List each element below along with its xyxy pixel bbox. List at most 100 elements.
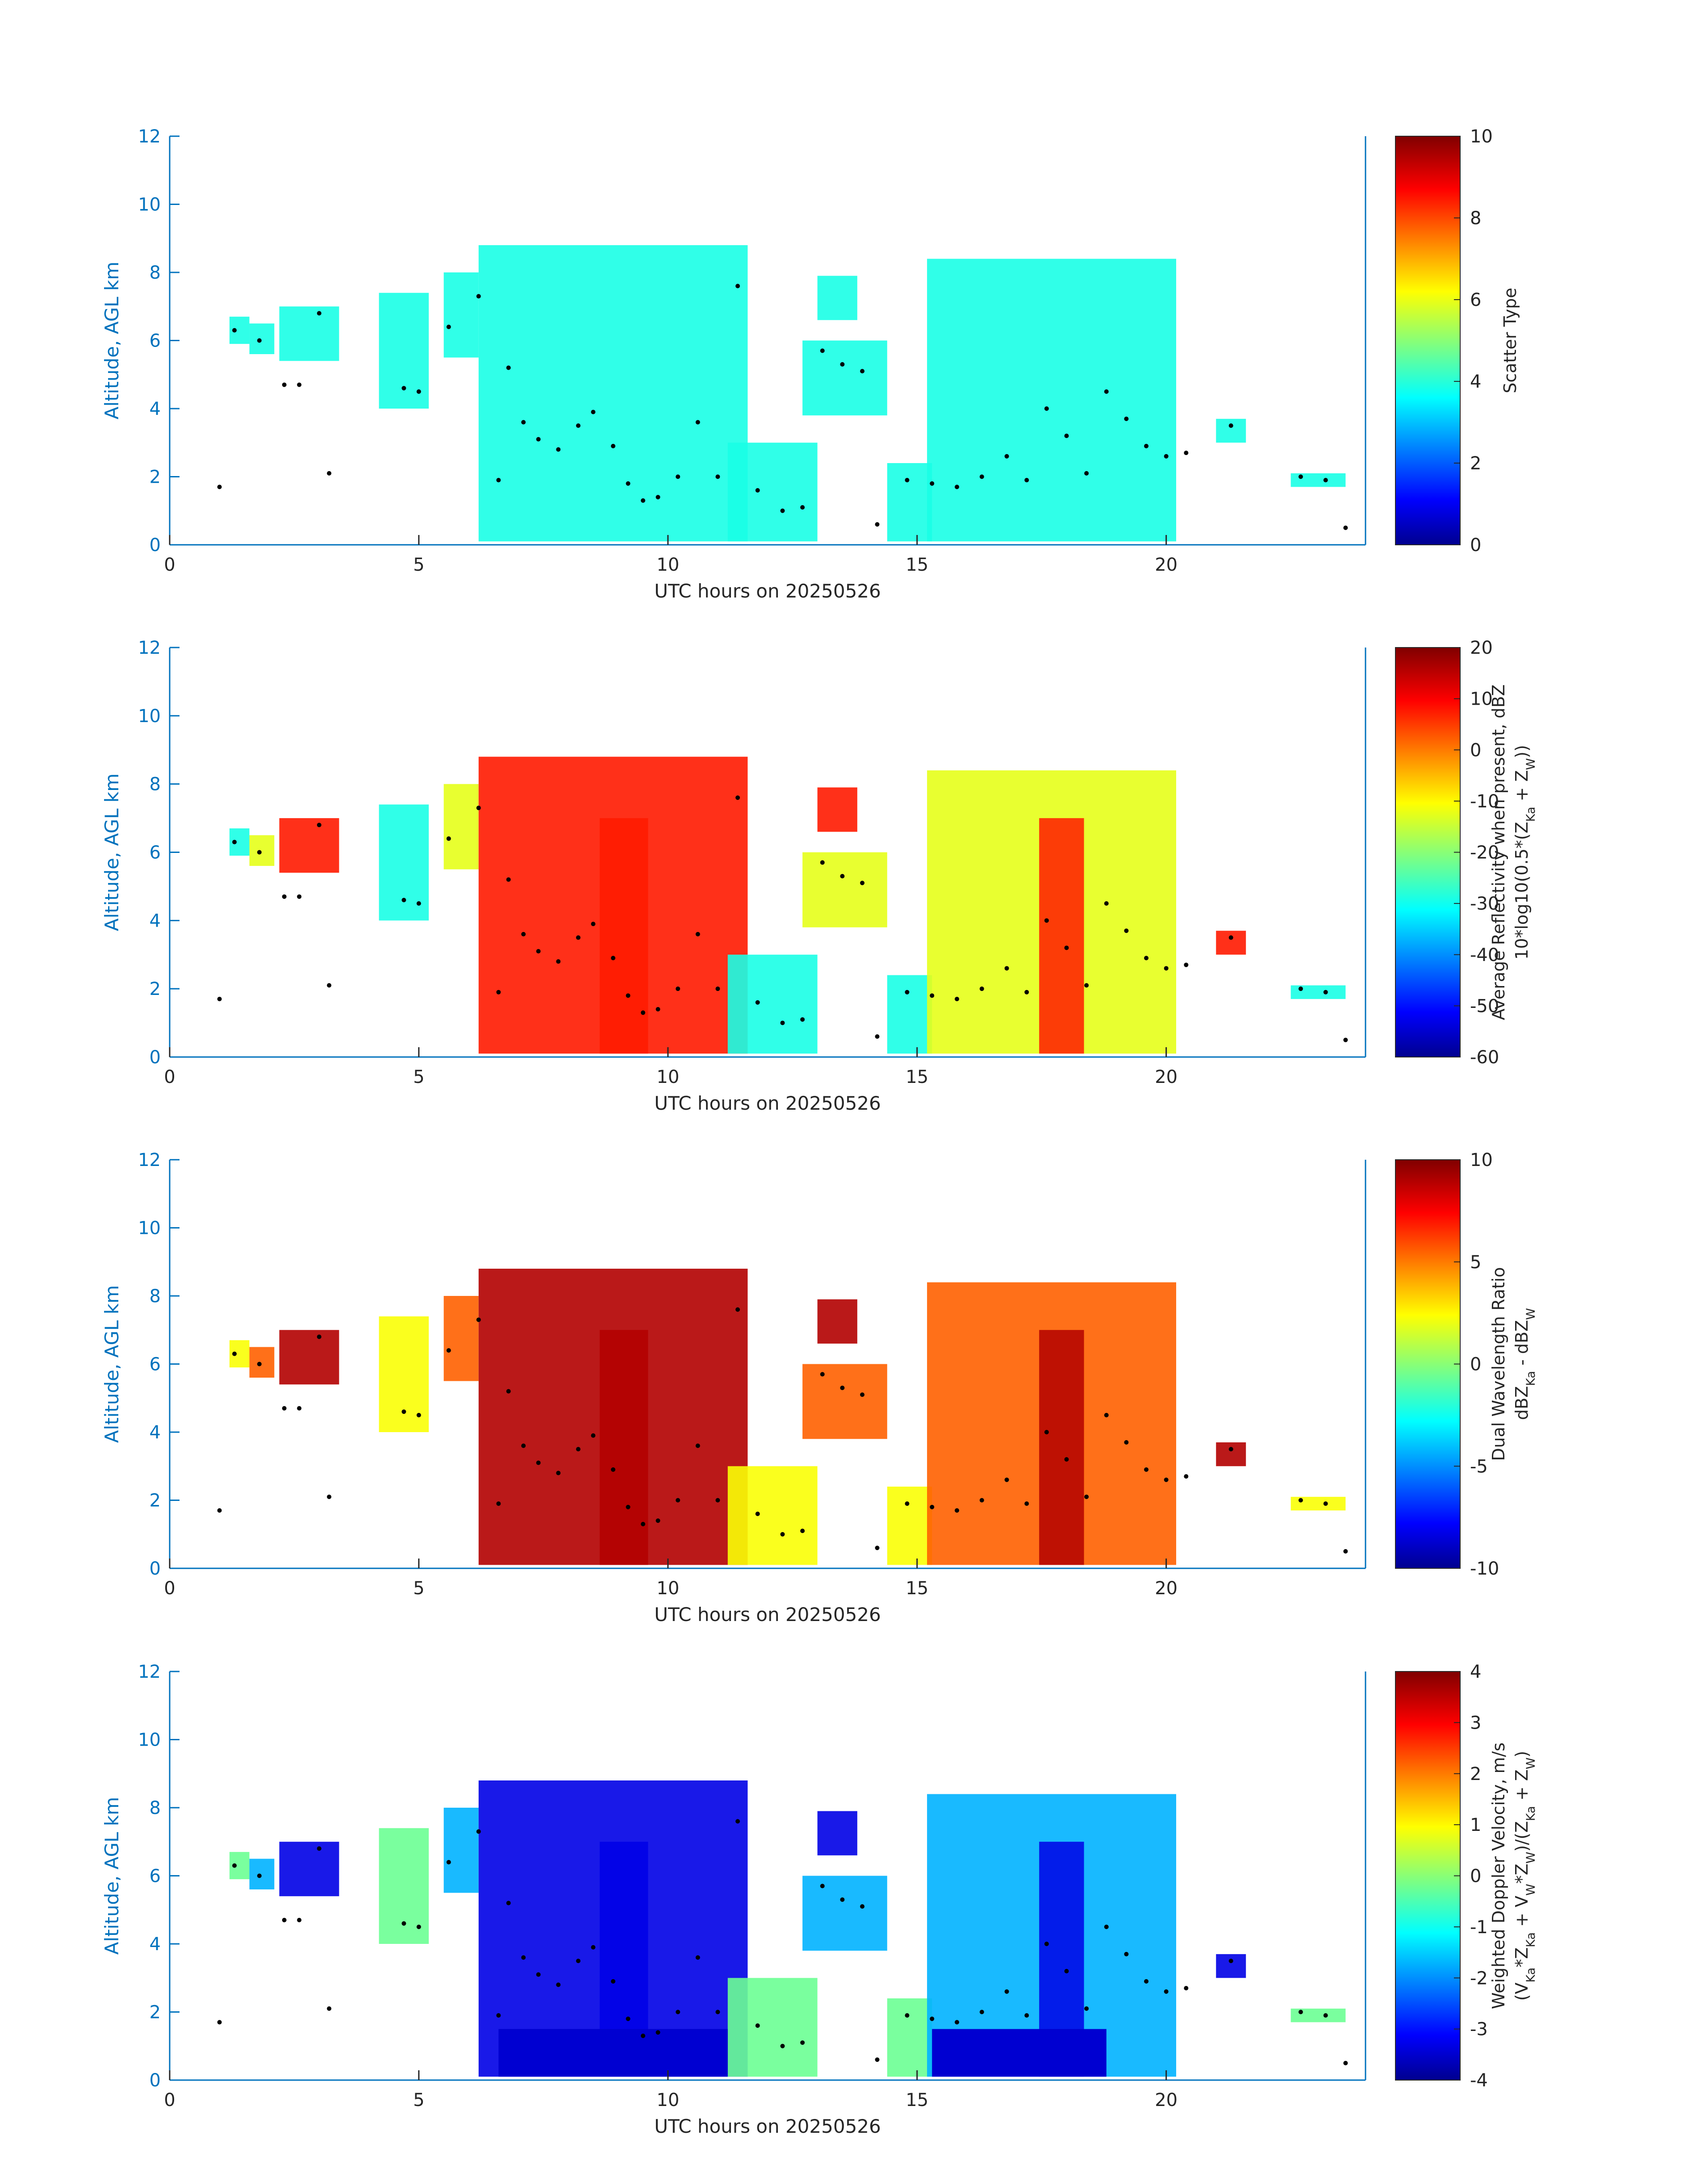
cloud-boundary-point (780, 1532, 785, 1537)
cloud-region (279, 1842, 339, 1897)
colorbar-tick-label: 0 (1470, 1866, 1481, 1887)
cloud-region (443, 1296, 479, 1381)
colorbar-tick-label: 10 (1470, 689, 1493, 710)
label-fragment: )/(Z (1512, 1821, 1532, 1852)
cloud-boundary-point (257, 1362, 262, 1366)
cloud-boundary-point (1004, 1477, 1009, 1482)
cloud-boundary-point (641, 2033, 646, 2038)
label-fragment: Average Reflectivity when present, dBZ (1489, 685, 1508, 1020)
cloud-boundary-point (1124, 416, 1129, 421)
cloud-boundary-point (576, 1447, 580, 1452)
y-tick-label: 6 (150, 331, 161, 351)
cloud-boundary-point (401, 1921, 406, 1926)
cloud-boundary-point (556, 1982, 561, 1987)
cloud-boundary-point (860, 881, 865, 886)
y-tick-label: 0 (150, 535, 161, 556)
cloud-boundary-point (282, 1918, 287, 1922)
colorbar (1395, 1671, 1461, 2081)
cloud-boundary-point (611, 443, 616, 448)
x-tick-label: 0 (164, 555, 175, 575)
cloud-boundary-point (1228, 935, 1233, 940)
cloud-boundary-point (1064, 1969, 1069, 1973)
label-fragment: Ka (1524, 1932, 1538, 1947)
y-tick-label: 12 (138, 1150, 161, 1170)
cloud-region (887, 1487, 932, 1565)
y-tick-label: 2 (150, 467, 161, 488)
cloud-boundary-point (930, 993, 935, 998)
cloud-region (817, 1299, 857, 1344)
cloud-boundary-point (626, 993, 631, 998)
cloud-boundary-point (576, 423, 580, 428)
cloud-boundary-point (1104, 1412, 1109, 1417)
cloud-boundary-point (217, 997, 222, 1002)
cloud-boundary-point (1084, 471, 1089, 476)
cloud-boundary-point (695, 1443, 700, 1448)
cloud-region (727, 954, 818, 1054)
cloud-boundary-point (979, 986, 984, 991)
cloud-boundary-point (1184, 1474, 1189, 1479)
cloud-region (727, 1466, 818, 1565)
cloud-boundary-point (232, 328, 237, 333)
cloud-core (1039, 1330, 1084, 1565)
cloud-boundary-point (1064, 1457, 1069, 1462)
cloud-boundary-point (1044, 406, 1049, 411)
y-axis-title: Altitude, AGL km (101, 262, 123, 419)
colorbar-tick-label: 4 (1470, 1662, 1481, 1682)
cloud-boundary-point (695, 420, 700, 425)
panel-2: 0 2 4 6 8 10 12 0 5 10 15 20 UTC hours on 20250526 Al… (101, 638, 1538, 1114)
cloud-boundary-point (297, 1918, 302, 1922)
cloud-region (379, 1316, 429, 1432)
cloud-boundary-point (840, 1385, 845, 1390)
cloud-boundary-point (1164, 1989, 1169, 1994)
cloud-boundary-point (1184, 1986, 1189, 1991)
cloud-boundary-point (536, 1972, 541, 1977)
cloud-region (817, 787, 857, 832)
label-fragment: (V (1512, 1983, 1532, 2001)
cloud-boundary-point (1024, 1501, 1029, 1506)
cloud-boundary-point (232, 840, 237, 844)
cloud-boundary-point (676, 474, 681, 479)
colorbar-title-line: Weighted Doppler Velocity, m/s (1489, 1742, 1508, 2009)
label-fragment: *Z (1512, 1864, 1532, 1884)
cloud-region (379, 1828, 429, 1944)
cloud-boundary-point (1004, 454, 1009, 459)
cloud-region (1216, 1954, 1246, 1978)
cloud-boundary-point (521, 420, 526, 425)
colorbar-title-line: (VKa*ZKa + VW*ZW)/(ZKa + ZW) (1512, 1751, 1538, 2001)
y-tick-label: 10 (138, 1730, 161, 1751)
cloud-boundary-point (1084, 983, 1089, 988)
cloud-boundary-point (1024, 2013, 1029, 2018)
cloud-boundary-point (860, 369, 865, 374)
label-fragment: *Z (1512, 1947, 1532, 1968)
cloud-boundary-point (656, 1007, 660, 1012)
cloud-boundary-point (656, 1518, 660, 1523)
cloud-boundary-point (1004, 966, 1009, 971)
colorbar-title-line: Scatter Type (1500, 288, 1520, 393)
cloud-region (249, 1347, 275, 1378)
cloud-region (802, 1876, 887, 1951)
cloud-boundary-point (1164, 966, 1169, 971)
y-axis-title: Altitude, AGL km (101, 1285, 123, 1443)
cloud-boundary-point (656, 2030, 660, 2035)
colorbar-tick-label: -1 (1470, 1917, 1488, 1938)
y-tick-label: 12 (138, 1662, 161, 1682)
colorbar-tick-label: 10 (1470, 126, 1493, 147)
cloud-boundary-point (1084, 1494, 1089, 1499)
cloud-boundary-point (506, 1389, 511, 1394)
x-axis-title: UTC hours on 20250526 (654, 580, 881, 602)
cloud-boundary-point (1144, 1979, 1149, 1984)
cloud-boundary-point (1144, 1467, 1149, 1472)
cloud-boundary-point (1144, 443, 1149, 448)
colorbar-tick-label: 2 (1470, 1764, 1481, 1784)
cloud-region (279, 818, 339, 873)
cloud-boundary-point (1184, 962, 1189, 967)
x-tick-label: 5 (413, 1578, 424, 1599)
cloud-boundary-point (446, 1860, 451, 1864)
label-fragment: Dual Wavelength Ratio (1489, 1267, 1508, 1461)
y-axis-title: Altitude, AGL km (101, 773, 123, 931)
cloud-boundary-point (496, 478, 501, 483)
colorbar-tick-label: 20 (1470, 638, 1493, 658)
cloud-boundary-point (860, 1392, 865, 1397)
cloud-boundary-point (611, 956, 616, 961)
